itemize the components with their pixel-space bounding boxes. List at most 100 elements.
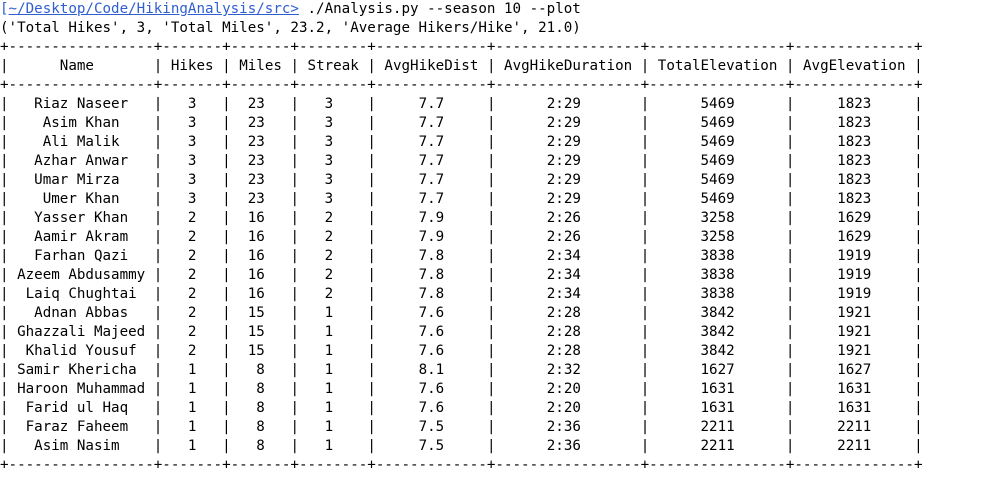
- table-cell: 3: [299, 96, 368, 112]
- table-cell: 2: [299, 248, 368, 264]
- table-cell: 5469: [649, 191, 786, 207]
- table-cell: 7.6: [375, 324, 487, 340]
- table-cell: 1: [299, 381, 368, 397]
- column-header: Miles: [230, 58, 291, 74]
- table-cell: 2:34: [495, 267, 641, 283]
- table-cell: 2:36: [495, 419, 641, 435]
- table-cell: 3: [299, 172, 368, 188]
- table-row: | Samir Khericha | 1 | 8 | 1 | 8.1 | 2:3…: [0, 362, 923, 378]
- table-cell: 2:20: [495, 381, 641, 397]
- table-cell: Haroon Muhammad: [8, 381, 154, 397]
- table-cell: 1: [299, 305, 368, 321]
- table-cell: 23: [230, 96, 291, 112]
- table-cell: 23: [230, 153, 291, 169]
- table-cell: 2: [299, 267, 368, 283]
- table-cell: 1: [162, 419, 223, 435]
- table-cell: 2:29: [495, 115, 641, 131]
- table-cell: 23: [230, 191, 291, 207]
- table-cell: 16: [230, 229, 291, 245]
- table-cell: 1629: [794, 229, 915, 245]
- table-cell: 3: [162, 191, 223, 207]
- table-cell: 2: [162, 267, 223, 283]
- table-cell: Adnan Abbas: [8, 305, 154, 321]
- table-cell: 3: [299, 134, 368, 150]
- table-cell: 3: [162, 172, 223, 188]
- table-cell: 23: [230, 172, 291, 188]
- table-cell: 1823: [794, 172, 915, 188]
- table-cell: 1: [299, 343, 368, 359]
- table-cell: 8: [230, 381, 291, 397]
- table-row: | Adnan Abbas | 2 | 15 | 1 | 7.6 | 2:28 …: [0, 305, 923, 321]
- table-cell: 3838: [649, 248, 786, 264]
- table-cell: 1: [299, 324, 368, 340]
- table-cell: 1631: [794, 381, 915, 397]
- table-cell: 1: [162, 438, 223, 454]
- table-row: | Farhan Qazi | 2 | 16 | 2 | 7.8 | 2:34 …: [0, 248, 923, 264]
- table-row: | Ali Malik | 3 | 23 | 3 | 7.7 | 2:29 | …: [0, 134, 923, 150]
- table-cell: 3842: [649, 305, 786, 321]
- table-row: | Azeem Abdusammy | 2 | 16 | 2 | 7.8 | 2…: [0, 267, 923, 283]
- table-cell: 7.8: [375, 248, 487, 264]
- table-row: | Riaz Naseer | 3 | 23 | 3 | 7.7 | 2:29 …: [0, 96, 923, 112]
- table-border-bottom: +-----------------+-------+-------+-----…: [0, 457, 923, 473]
- table-cell: 1631: [794, 400, 915, 416]
- table-cell: 7.9: [375, 229, 487, 245]
- table-cell: 5469: [649, 172, 786, 188]
- table-cell: 16: [230, 267, 291, 283]
- table-cell: 2:29: [495, 191, 641, 207]
- table-cell: 7.8: [375, 267, 487, 283]
- table-cell: Farid ul Haq: [8, 400, 154, 416]
- table-cell: Khalid Yousuf: [8, 343, 154, 359]
- table-cell: 8: [230, 438, 291, 454]
- table-cell: 2: [162, 229, 223, 245]
- table-cell: 15: [230, 343, 291, 359]
- column-header: AvgHikeDist: [375, 58, 487, 74]
- table-row: | Laiq Chughtai | 2 | 16 | 2 | 7.8 | 2:3…: [0, 286, 923, 302]
- column-header: Streak: [299, 58, 368, 74]
- summary-output: ('Total Hikes', 3, 'Total Miles', 23.2, …: [0, 20, 581, 36]
- prompt-line: [~/Desktop/Code/HikingAnalysis/src> ./An…: [0, 0, 988, 19]
- table-cell: 1: [162, 362, 223, 378]
- table-cell: 3258: [649, 229, 786, 245]
- table-cell: 2: [299, 229, 368, 245]
- table-border-header: +-----------------+-------+-------+-----…: [0, 77, 923, 93]
- table-cell: 3: [162, 134, 223, 150]
- table-cell: 5469: [649, 153, 786, 169]
- table-cell: 23: [230, 134, 291, 150]
- table-cell: Umer Khan: [8, 191, 154, 207]
- table-cell: 1: [162, 400, 223, 416]
- table-cell: Farhan Qazi: [8, 248, 154, 264]
- table-row: | Azhar Anwar | 3 | 23 | 3 | 7.7 | 2:29 …: [0, 153, 923, 169]
- table-cell: 7.6: [375, 305, 487, 321]
- table-cell: 1921: [794, 305, 915, 321]
- table-cell: 16: [230, 210, 291, 226]
- table-cell: 3258: [649, 210, 786, 226]
- table-cell: 8.1: [375, 362, 487, 378]
- table-cell: 1921: [794, 324, 915, 340]
- table-row: | Umar Mirza | 3 | 23 | 3 | 7.7 | 2:29 |…: [0, 172, 923, 188]
- table-cell: 8: [230, 362, 291, 378]
- table-cell: 1: [299, 419, 368, 435]
- table-cell: 3: [162, 153, 223, 169]
- table-cell: 2:36: [495, 438, 641, 454]
- table-cell: 1627: [649, 362, 786, 378]
- table-cell: 15: [230, 324, 291, 340]
- table-cell: 1627: [794, 362, 915, 378]
- table-cell: 2211: [794, 438, 915, 454]
- table-cell: 8: [230, 400, 291, 416]
- prompt-path: ~/Desktop/Code/HikingAnalysis/src>: [8, 1, 299, 17]
- table-cell: 1: [299, 400, 368, 416]
- table-cell: 1823: [794, 134, 915, 150]
- table-cell: 7.7: [375, 115, 487, 131]
- table-cell: 7.7: [375, 96, 487, 112]
- table-cell: 5469: [649, 96, 786, 112]
- table-cell: 1823: [794, 115, 915, 131]
- table-cell: Azhar Anwar: [8, 153, 154, 169]
- table-cell: 1631: [649, 381, 786, 397]
- table-cell: 2: [162, 324, 223, 340]
- table-cell: 1921: [794, 343, 915, 359]
- table-cell: 7.5: [375, 419, 487, 435]
- table-cell: 16: [230, 248, 291, 264]
- column-header: AvgHikeDuration: [495, 58, 641, 74]
